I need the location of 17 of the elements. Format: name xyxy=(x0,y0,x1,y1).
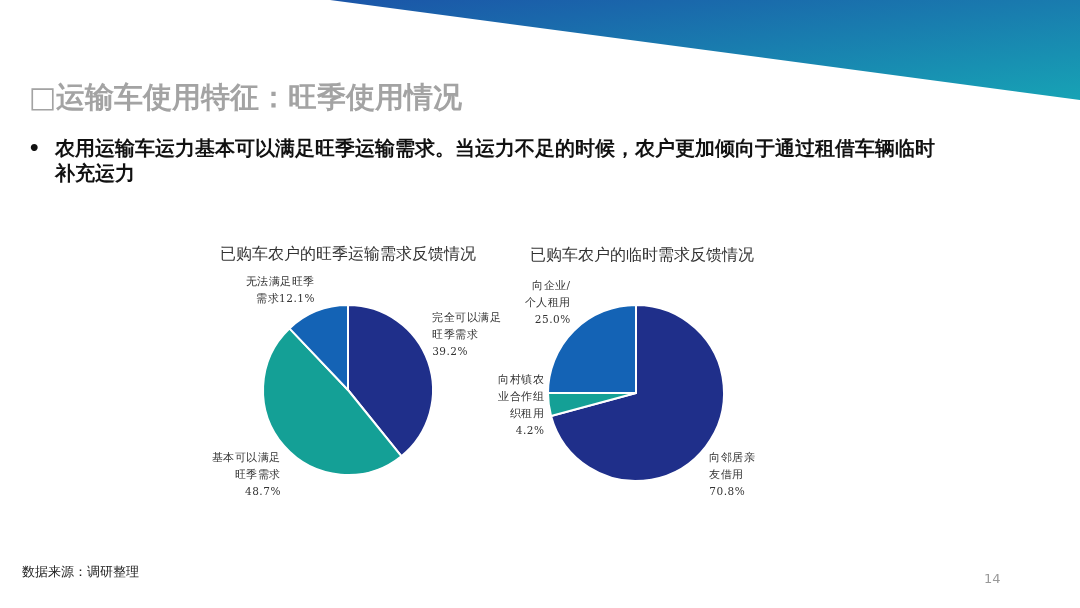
slice-label: 向邻居亲友借用 xyxy=(709,451,756,481)
slice-label: 完全可以满足旺季需求 xyxy=(432,311,502,341)
data-label: 4.2% xyxy=(515,424,545,437)
chart-title: 已购车农户的临时需求反馈情况 xyxy=(530,245,754,266)
data-label: 39.2% xyxy=(432,345,469,358)
data-label: 25.0% xyxy=(534,312,571,325)
text: • 农用运输车运力基本可以满足旺季运输需求。当运力不足的时候，农户更加倾向于通过租借车辆临时补充运力 xyxy=(28,136,936,186)
slice-label: 向企业/个人租用 xyxy=(524,278,571,308)
slice-label: 基本可以满足旺季需求 xyxy=(211,450,281,480)
slice-label: 无法满足旺季需求12.1% xyxy=(244,274,315,307)
source-note: 数据来源：调研整理 xyxy=(22,563,139,581)
text: 14 xyxy=(984,571,1001,586)
data-label: 70.8% xyxy=(709,485,746,498)
chart-title: 已购车农户的旺季运输需求反馈情况 xyxy=(220,244,476,265)
slice-label: 向村镇农业合作组织租用 xyxy=(498,373,545,420)
text: □运输车使用特征：旺季使用情况 xyxy=(29,79,463,115)
data-label: 48.7% xyxy=(245,484,281,497)
